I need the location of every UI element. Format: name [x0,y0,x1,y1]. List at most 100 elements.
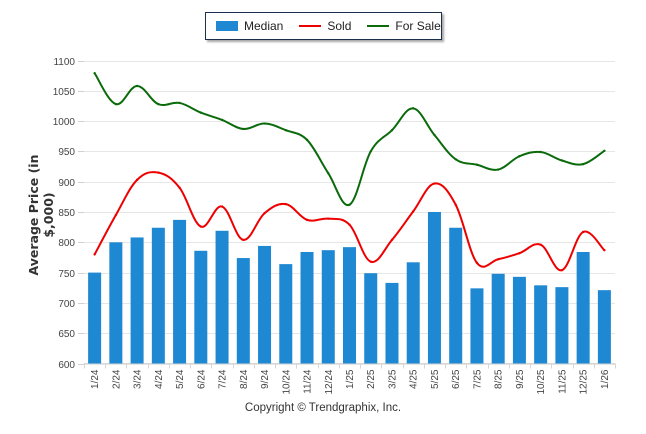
x-tick-label: 12/25 [579,369,590,394]
y-tick-label: 950 [58,147,75,158]
legend-label-for-sale: For Sale [395,19,441,33]
point-for-sale [539,150,542,154]
x-tick-label: 2/25 [366,369,377,389]
point-for-sale [475,163,479,166]
legend-swatch-for-sale [367,25,390,27]
x-tick-label: 1/24 [90,369,101,389]
y-tick-label: 1000 [53,117,76,128]
bar-median [279,264,293,364]
x-tick-label: 3/24 [133,369,144,389]
bar-median [236,258,250,364]
point-for-sale [305,138,309,142]
y-tick-label: 750 [58,269,75,280]
point-sold [135,178,139,182]
point-sold [348,223,351,226]
bar-median [173,219,187,364]
point-sold [242,238,245,242]
point-for-sale [369,150,372,153]
x-tick-label: 3/25 [387,369,398,389]
y-axis-ticks: 600 650 700 750 800 850 900 950 1000 1050 1100 [53,57,84,371]
legend-item-median[interactable]: Median [216,19,283,33]
x-tick-label: 12/24 [324,369,335,394]
bar-median [364,273,378,364]
legend-item-for-sale[interactable]: For Sale [367,19,441,33]
bar-median [130,237,144,364]
point-for-sale [603,149,606,152]
legend-label-median: Median [244,19,284,33]
point-for-sale [93,72,96,75]
y-tick-label: 1100 [53,57,75,68]
x-axis-ticks: 1/24 2/24 3/24 4/24 5/24 6/24 7/24 8/24 9/24 10/2… [84,363,616,395]
point-for-sale [178,101,181,105]
legend-label-sold: Sold [327,19,352,33]
point-sold [412,210,415,213]
point-for-sale [284,128,287,132]
y-tick-label: 600 [58,360,75,371]
x-tick-label: 9/25 [515,369,526,389]
point-sold [157,171,160,174]
point-sold [369,260,372,263]
bar-median [151,227,165,364]
x-tick-label: 7/24 [218,369,229,389]
bar-median [512,276,526,364]
bar-median [576,251,590,364]
point-sold [178,186,181,189]
point-sold [390,238,394,242]
x-tick-label: 11/24 [303,369,314,394]
point-sold [263,212,266,215]
point-sold [560,268,564,272]
x-tick-label: 1/26 [600,369,611,389]
bar-median [449,227,463,364]
x-tick-label: 6/25 [451,369,462,389]
point-for-sale [220,118,224,122]
bar-median [555,287,569,364]
x-tick-label: 4/25 [409,369,420,389]
point-for-sale [518,155,521,158]
point-for-sale [114,102,118,106]
x-tick-label: 9/24 [260,369,271,389]
legend-swatch-median [216,21,238,31]
y-tick-label: 800 [58,238,75,249]
x-tick-label: 1/25 [345,369,356,389]
y-tick-label: 850 [58,208,75,219]
point-sold [199,225,203,228]
point-sold [93,253,96,256]
bar-median [597,290,611,364]
point-for-sale [135,84,139,88]
bar-median [88,272,102,364]
copyright-text: Copyright © Trendgraphix, Inc. [244,402,402,414]
bar-median [343,247,356,364]
bar-median [491,273,505,364]
point-for-sale [390,128,394,132]
point-sold [114,213,118,217]
point-sold [581,230,585,234]
point-sold [454,203,457,206]
point-sold [305,218,309,222]
point-for-sale [199,111,203,114]
y-tick-label: 650 [58,329,75,340]
bar-median [109,242,123,364]
point-sold [603,248,606,252]
bar-median [534,285,548,364]
x-tick-label: 10/25 [536,369,547,394]
gridlines [84,61,615,365]
legend-item-sold[interactable]: Sold [299,19,351,33]
x-tick-label: 8/25 [494,369,505,389]
point-for-sale [263,122,266,125]
x-tick-label: 4/24 [154,369,165,389]
y-tick-label: 1050 [53,87,76,98]
point-sold [284,202,287,206]
bar-median [258,245,272,364]
x-tick-label: 10/24 [281,369,292,394]
x-tick-label: 5/25 [430,369,441,389]
x-tick-label: 6/24 [196,369,207,389]
x-tick-label: 7/25 [472,369,483,389]
y-axis-title: Average Price (in $,000) [26,154,56,276]
line-for-sale [93,72,605,206]
point-for-sale [412,107,415,110]
point-sold [220,205,224,208]
bar-median [215,230,229,364]
point-sold [433,182,436,185]
bar-median [194,250,208,364]
bar-median [385,282,399,364]
